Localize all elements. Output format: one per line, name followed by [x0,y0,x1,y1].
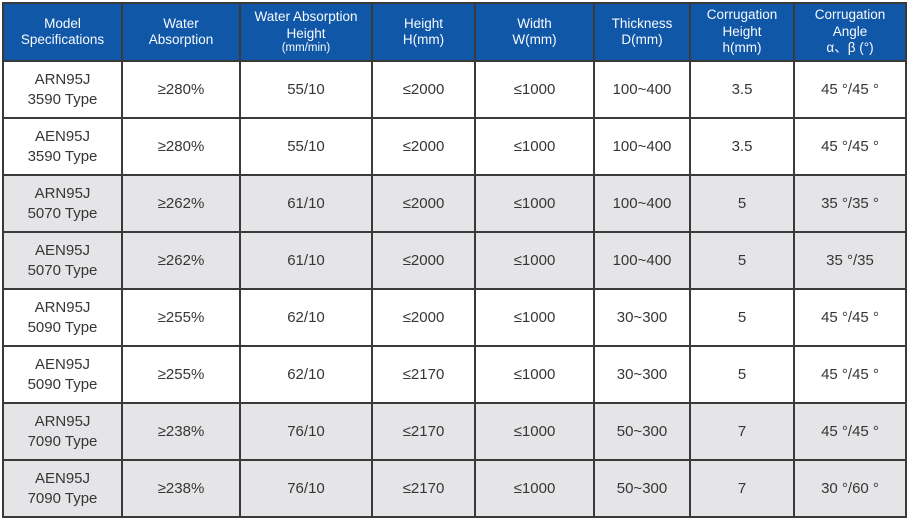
cell-model: AEN95J 5070 Type [2,231,123,290]
cell-width: ≤1000 [474,174,595,233]
cell-water-absorption: ≥280% [121,60,241,119]
cell-corrugation-angle: 45 °/45 ° [793,402,907,461]
cell-water-absorption-height: 76/10 [239,402,373,461]
cell-corrugation-angle: 35 °/35 [793,231,907,290]
cell-width: ≤1000 [474,459,595,518]
cell-height: ≤2000 [371,60,476,119]
cell-thickness: 50~300 [593,459,691,518]
cell-thickness: 30~300 [593,288,691,347]
cell-water-absorption-height: 62/10 [239,345,373,404]
cell-height: ≤2000 [371,288,476,347]
header-water-absorption-height: Water Absorption Height (mm/min) [239,2,373,62]
header-row: Model Specifications Water Absorption Wa… [2,2,907,62]
cell-corrugation-height: 5 [689,345,795,404]
cell-model: ARN95J 7090 Type [2,402,123,461]
cell-corrugation-height: 7 [689,402,795,461]
cell-model: AEN95J 5090 Type [2,345,123,404]
table-row: AEN95J 5070 Type ≥262% 61/10 ≤2000 ≤1000… [2,231,907,290]
cell-width: ≤1000 [474,288,595,347]
cell-corrugation-height: 5 [689,231,795,290]
cell-width: ≤1000 [474,345,595,404]
cell-corrugation-height: 7 [689,459,795,518]
cell-water-absorption: ≥262% [121,231,241,290]
cell-width: ≤1000 [474,60,595,119]
cell-water-absorption-height: 62/10 [239,288,373,347]
table-row: ARN95J 5070 Type ≥262% 61/10 ≤2000 ≤1000… [2,174,907,233]
cell-water-absorption: ≥238% [121,402,241,461]
cell-thickness: 100~400 [593,174,691,233]
header-width: Width W(mm) [474,2,595,62]
header-model-specifications: Model Specifications [2,2,123,62]
cell-thickness: 100~400 [593,60,691,119]
cell-water-absorption: ≥262% [121,174,241,233]
cell-thickness: 50~300 [593,402,691,461]
cell-corrugation-height: 3.5 [689,60,795,119]
table-row: AEN95J 7090 Type ≥238% 76/10 ≤2170 ≤1000… [2,459,907,518]
cell-thickness: 100~400 [593,231,691,290]
header-water-absorption: Water Absorption [121,2,241,62]
cell-water-absorption-height: 61/10 [239,231,373,290]
cell-water-absorption: ≥255% [121,288,241,347]
table-row: AEN95J 3590 Type ≥280% 55/10 ≤2000 ≤1000… [2,117,907,176]
table-row: AEN95J 5090 Type ≥255% 62/10 ≤2170 ≤1000… [2,345,907,404]
cell-height: ≤2170 [371,402,476,461]
cell-height: ≤2000 [371,174,476,233]
cell-thickness: 100~400 [593,117,691,176]
cell-water-absorption: ≥238% [121,459,241,518]
table-row: ARN95J 5090 Type ≥255% 62/10 ≤2000 ≤1000… [2,288,907,347]
header-height: Height H(mm) [371,2,476,62]
cell-height: ≤2170 [371,345,476,404]
cell-water-absorption-height: 61/10 [239,174,373,233]
cell-water-absorption-height: 55/10 [239,60,373,119]
cell-corrugation-angle: 45 °/45 ° [793,345,907,404]
header-corrugation-height: Corrugation Height h(mm) [689,2,795,62]
cell-width: ≤1000 [474,231,595,290]
cell-width: ≤1000 [474,402,595,461]
cell-height: ≤2170 [371,459,476,518]
cell-model: ARN95J 5070 Type [2,174,123,233]
cell-water-absorption: ≥255% [121,345,241,404]
cell-corrugation-angle: 45 °/45 ° [793,288,907,347]
cell-corrugation-height: 3.5 [689,117,795,176]
cell-water-absorption-height: 76/10 [239,459,373,518]
cell-water-absorption-height: 55/10 [239,117,373,176]
cell-model: AEN95J 7090 Type [2,459,123,518]
cell-model: AEN95J 3590 Type [2,117,123,176]
cell-width: ≤1000 [474,117,595,176]
cell-height: ≤2000 [371,117,476,176]
cell-thickness: 30~300 [593,345,691,404]
cell-corrugation-angle: 35 °/35 ° [793,174,907,233]
cell-corrugation-angle: 45 °/45 ° [793,60,907,119]
cell-corrugation-height: 5 [689,288,795,347]
cell-corrugation-angle: 45 °/45 ° [793,117,907,176]
cell-corrugation-height: 5 [689,174,795,233]
cell-corrugation-angle: 30 °/60 ° [793,459,907,518]
header-thickness: Thickness D(mm) [593,2,691,62]
product-spec-table: Model Specifications Water Absorption Wa… [2,2,907,518]
cell-model: ARN95J 5090 Type [2,288,123,347]
cell-model: ARN95J 3590 Type [2,60,123,119]
table-row: ARN95J 3590 Type ≥280% 55/10 ≤2000 ≤1000… [2,60,907,119]
table-row: ARN95J 7090 Type ≥238% 76/10 ≤2170 ≤1000… [2,402,907,461]
cell-water-absorption: ≥280% [121,117,241,176]
header-corrugation-angle: Corrugation Angle α、β (°) [793,2,907,62]
cell-height: ≤2000 [371,231,476,290]
